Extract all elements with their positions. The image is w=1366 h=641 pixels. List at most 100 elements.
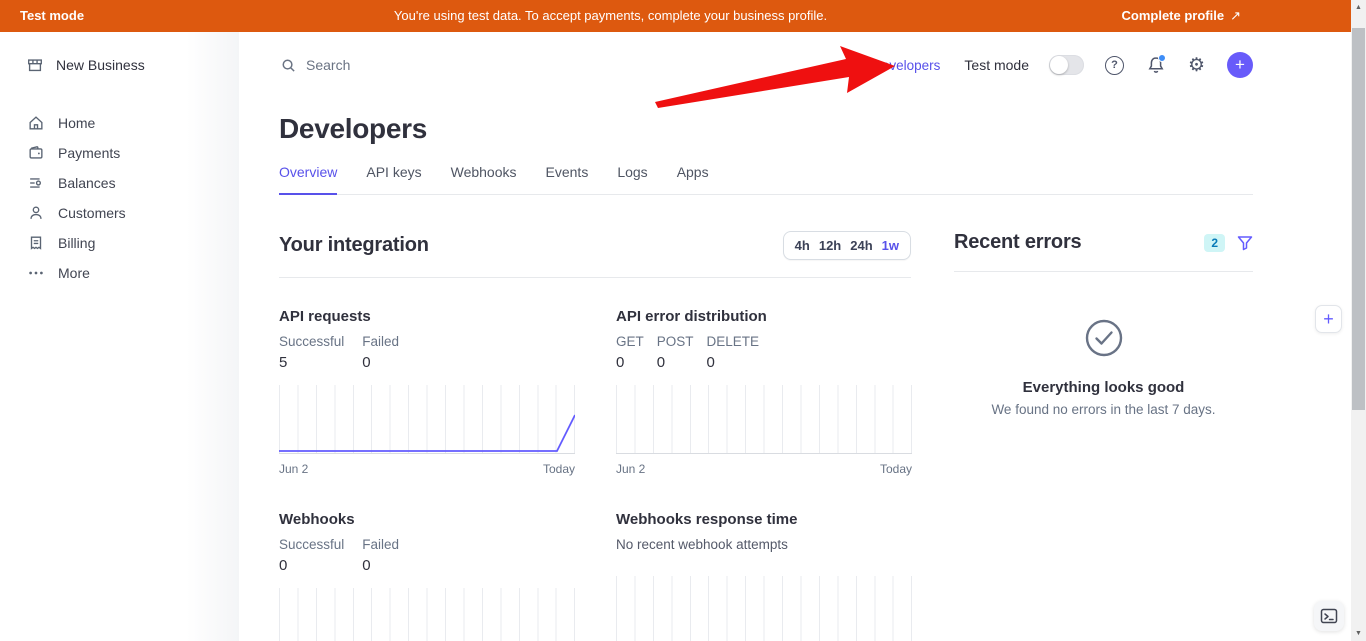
notification-dot [1158,53,1166,62]
storefront-icon [26,56,44,74]
integration-header: Your integration 4h 12h 24h 1w [279,231,911,278]
scroll-down-arrow[interactable]: ▼ [1355,630,1362,637]
metric-col-value: 0 [279,557,288,574]
api-requests-chart [279,385,575,454]
axis-end-label: Today [879,462,912,476]
scrollbar-thumb[interactable] [1352,28,1365,410]
test-mode-toggle-label: Test mode [964,57,1029,73]
sidebar-item-label: Payments [58,145,121,161]
developer-console-button[interactable] [1314,601,1344,631]
test-mode-banner: Test mode You're using test data. To acc… [0,0,1351,32]
errors-status-subtitle: We found no errors in the last 7 days. [991,402,1216,417]
metric-webhooks-response: Webhooks response time No recent webhook… [616,511,912,641]
balances-icon [27,174,45,192]
metric-title: Webhooks response time [616,511,798,528]
sidebar-item-payments[interactable]: Payments [0,138,239,168]
time-filter-12h[interactable]: 12h [818,238,842,253]
metric-api-errors: API error distribution GET 0 POST 0 [616,308,912,476]
complete-profile-label: Complete profile [1121,8,1225,23]
test-mode-toggle[interactable] [1049,55,1084,75]
time-filter-group: 4h 12h 24h 1w [782,231,911,260]
sidebar-item-customers[interactable]: Customers [0,198,239,228]
create-button[interactable]: + [1227,52,1253,78]
more-icon [27,264,45,282]
filter-button[interactable] [1237,235,1253,251]
developers-link[interactable]: Developers [872,57,941,73]
settings-button[interactable]: ⚙ [1186,55,1207,76]
metric-title: Webhooks [279,511,355,528]
main-header: Search Developers Test mode ? ⚙ [279,32,1253,79]
recent-errors-panel: Recent errors 2 E [954,231,1253,641]
sidebar-item-label: Home [58,115,96,131]
gear-icon: ⚙ [1187,54,1206,76]
axis-end-label: Today [542,462,575,476]
banner-message: You're using test data. To accept paymen… [393,8,828,23]
sidebar-item-balances[interactable]: Balances [0,168,239,198]
metric-col-label: POST [656,334,694,349]
webhooks-response-chart [616,576,912,641]
plus-icon: + [1235,55,1245,74]
time-filter-4h[interactable]: 4h [794,238,810,253]
tab-events[interactable]: Events [545,164,589,180]
sidebar-item-billing[interactable]: Billing [0,228,239,258]
search-icon [279,58,297,73]
metric-col-label: Failed [362,537,400,552]
metric-col-label: Failed [362,334,400,349]
metric-col-value: 0 [362,354,371,371]
tab-logs[interactable]: Logs [617,164,648,180]
billing-icon [27,234,45,252]
help-button[interactable]: ? [1104,55,1125,76]
error-count-badge: 2 [1204,233,1225,252]
metric-col-value: 0 [656,354,666,371]
business-switcher[interactable]: New Business [0,56,239,74]
main-content: Search Developers Test mode ? ⚙ [239,32,1351,641]
notifications-button[interactable] [1145,53,1166,76]
tab-api-keys[interactable]: API keys [366,164,422,180]
business-name: New Business [56,57,145,73]
metric-col-label: Successful [279,537,345,552]
search-input[interactable]: Search [279,57,350,73]
time-filter-1w[interactable]: 1w [881,238,899,253]
api-errors-chart [616,385,912,454]
scroll-up-arrow[interactable]: ▲ [1355,4,1362,11]
customers-icon [27,204,45,222]
tab-webhooks[interactable]: Webhooks [450,164,517,180]
recent-errors-title: Recent errors [954,231,1082,253]
metric-col-value: 5 [279,354,288,371]
plus-icon: + [1323,308,1334,329]
errors-status-title: Everything looks good [1022,379,1185,396]
metric-col-value: 0 [616,354,625,371]
metric-api-requests: API requests Successful 5 Failed 0 [279,308,575,476]
tab-overview[interactable]: Overview [279,164,338,195]
toggle-knob [1050,56,1068,74]
floating-add-button[interactable]: + [1315,305,1342,333]
sidebar-item-label: Balances [58,175,116,191]
tab-bar: Overview API keys Webhooks Events Logs A… [279,164,1253,195]
metric-col-value: 0 [362,557,371,574]
search-placeholder: Search [306,57,351,73]
payments-icon [27,144,45,162]
errors-empty-state: Everything looks good We found no errors… [954,272,1253,417]
metric-title: API error distribution [616,308,767,325]
metric-title: API requests [279,308,371,325]
metric-col-label: DELETE [706,334,760,349]
sidebar-item-more[interactable]: More [0,258,239,288]
banner-test-mode-label: Test mode [20,8,85,23]
sidebar-item-home[interactable]: Home [0,108,239,138]
external-link-icon: ↗ [1230,8,1241,23]
integration-title: Your integration [279,234,429,256]
metric-col-label: Successful [279,334,345,349]
metric-webhooks: Webhooks Successful 0 Failed 0 [279,511,575,641]
check-circle-icon [1085,319,1122,357]
metric-col-value: 0 [706,354,715,371]
webhooks-chart [279,588,575,641]
help-icon: ? [1105,55,1124,75]
complete-profile-button[interactable]: Complete profile ↗ [1122,0,1241,32]
sidebar-item-label: Customers [58,205,126,221]
time-filter-24h[interactable]: 24h [850,238,873,253]
tab-apps[interactable]: Apps [676,164,709,180]
scrollbar[interactable]: ▲ ▼ [1351,0,1366,641]
page-title: Developers [279,113,427,144]
metric-empty-text: No recent webhook attempts [616,537,788,552]
filter-funnel-icon [1237,235,1253,250]
